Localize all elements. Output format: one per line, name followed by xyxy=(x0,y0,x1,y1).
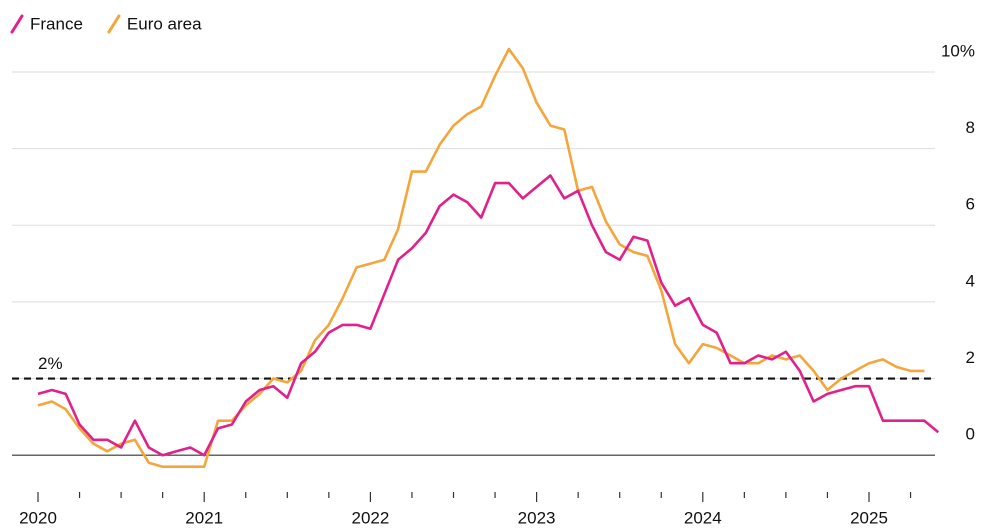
legend-swatch xyxy=(107,14,121,34)
x-tick-label: 2025 xyxy=(850,508,888,527)
y-tick-label: 4 xyxy=(966,271,975,290)
x-tick-label: 2021 xyxy=(185,508,223,527)
series-line xyxy=(37,174,940,457)
y-tick-label: 2 xyxy=(966,348,975,367)
x-tick-label: 2023 xyxy=(518,508,556,527)
legend-label: Euro area xyxy=(127,14,202,33)
series-line xyxy=(37,47,925,468)
x-tick-label: 2024 xyxy=(684,508,722,527)
y-tick-label: 8 xyxy=(966,118,975,137)
y-tick-label: 0 xyxy=(966,425,975,444)
y-tick-label: 6 xyxy=(966,195,975,214)
reference-label: 2% xyxy=(38,354,63,373)
x-tick-label: 2020 xyxy=(19,508,57,527)
legend-swatch xyxy=(10,14,24,34)
y-tick-label: 10% xyxy=(941,41,975,60)
legend-label: France xyxy=(30,14,83,33)
x-tick-label: 2022 xyxy=(351,508,389,527)
